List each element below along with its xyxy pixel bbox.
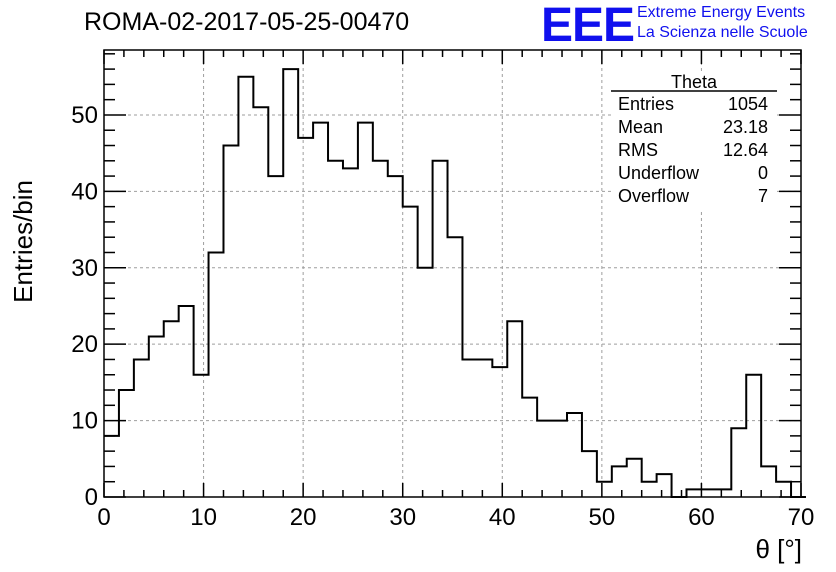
histogram-bin [358,123,373,497]
x-tick-label: 30 [389,504,416,531]
histogram-bin [776,482,791,497]
histogram-bin [746,375,761,497]
histogram-bin [716,489,731,497]
y-tick-label: 50 [71,102,98,129]
histogram-bin [492,367,507,497]
histogram-bin [238,77,253,497]
histogram-bin [388,176,403,497]
histogram-bin [433,161,448,497]
x-tick-label: 20 [290,504,317,531]
histogram-bin [567,413,582,497]
stats-row-value: 12.64 [723,140,768,160]
stats-box-title: Theta [671,72,718,92]
stats-row-label: Overflow [618,186,690,206]
x-tick-label: 60 [688,504,715,531]
histogram-bin [328,161,343,497]
x-tick-label: 50 [589,504,616,531]
stats-row-label: Entries [618,94,674,114]
histogram-bin [537,421,552,497]
histogram-bin [149,337,164,497]
histogram-bin [627,459,642,497]
stats-row-label: Underflow [618,163,700,183]
histogram-bin [731,428,746,497]
stats-row-label: RMS [618,140,658,160]
stats-row-value: 7 [758,186,768,206]
histogram-bin [343,168,358,497]
histogram-bin [507,321,522,497]
stats-row-value: 23.18 [723,117,768,137]
histogram-bin [313,123,328,497]
histogram-bin [657,474,672,497]
y-tick-label: 30 [71,255,98,282]
stats-row-label: Mean [618,117,663,137]
histogram-bin [164,321,179,497]
y-tick-label: 20 [71,331,98,358]
y-tick-label: 40 [71,178,98,205]
histogram-bin [194,375,209,497]
histogram-bin [268,176,283,497]
eee-logo: EEE [541,0,635,52]
x-tick-label: 70 [788,504,815,531]
stats-box [611,74,777,210]
histogram-bin [597,482,612,497]
histogram-bin [522,398,537,497]
histogram-bin [448,237,463,497]
histogram-bin [418,268,433,497]
histogram-bin [403,207,418,497]
y-tick-label: 0 [85,484,98,511]
histogram-bin [582,451,597,497]
x-tick-label: 40 [489,504,516,531]
histogram-bin [642,482,657,497]
histogram-bin [283,69,298,497]
histogram-bin [179,306,194,497]
histogram-bin [686,489,701,497]
histogram-bin [134,359,149,497]
stats-row-value: 1054 [728,94,768,114]
x-tick-label: 10 [190,504,217,531]
histogram-bin [552,421,567,497]
stats-row-value: 0 [758,163,768,183]
chart-title: ROMA-02-2017-05-25-00470 [84,8,410,36]
histogram-bin [373,161,388,497]
plot-frame [103,49,802,498]
histogram-bin [223,146,238,497]
histogram-bin [701,489,716,497]
histogram-bin [119,390,134,497]
x-axis-label: θ [°] [755,534,802,564]
histogram-bin [253,107,268,497]
logo-text-line1: Extreme Energy Events [637,4,806,21]
x-tick-label: 0 [97,504,110,531]
logo-text-line2: La Scienza nelle Scuole [637,24,808,41]
histogram-bin [462,359,477,497]
histogram-bin [477,359,492,497]
histogram-bin [761,466,776,497]
histogram-bin [612,466,627,497]
y-tick-label: 10 [71,408,98,435]
histogram-bin [209,252,224,497]
